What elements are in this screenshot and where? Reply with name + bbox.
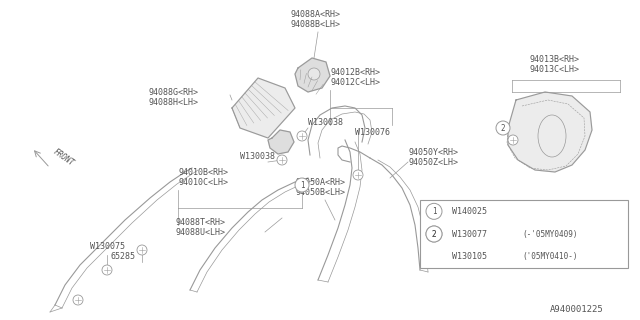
Bar (420, 200, 628, 268)
Polygon shape (295, 58, 330, 92)
Text: 65285: 65285 (110, 252, 135, 261)
Circle shape (353, 170, 363, 180)
Text: 2: 2 (432, 229, 436, 238)
Text: W130038: W130038 (240, 152, 275, 161)
Text: 1: 1 (432, 207, 436, 216)
Text: 94012B<RH>: 94012B<RH> (330, 68, 380, 77)
Circle shape (496, 121, 510, 135)
Text: 94088A<RH>: 94088A<RH> (290, 10, 340, 19)
Circle shape (426, 203, 442, 219)
Text: 94010B<RH>: 94010B<RH> (178, 168, 228, 177)
Text: W130075: W130075 (90, 242, 125, 251)
Text: 94050Z<LH>: 94050Z<LH> (408, 158, 458, 167)
Circle shape (508, 135, 518, 145)
Circle shape (102, 265, 112, 275)
Text: 94010C<LH>: 94010C<LH> (178, 178, 228, 187)
Text: 1: 1 (300, 180, 304, 189)
Text: 94088T<RH>: 94088T<RH> (175, 218, 225, 227)
Text: 94088H<LH>: 94088H<LH> (148, 98, 198, 107)
Text: 94050A<RH>: 94050A<RH> (295, 178, 345, 187)
Circle shape (277, 155, 287, 165)
Circle shape (137, 245, 147, 255)
Polygon shape (508, 92, 592, 172)
Text: 2: 2 (432, 229, 436, 238)
Text: W130105: W130105 (452, 252, 487, 261)
Circle shape (73, 295, 83, 305)
Text: (-'05MY0409): (-'05MY0409) (522, 229, 577, 238)
Circle shape (308, 68, 320, 80)
Text: ('05MY0410-): ('05MY0410-) (522, 252, 577, 261)
Text: 94088U<LH>: 94088U<LH> (175, 228, 225, 237)
Text: W140025: W140025 (452, 207, 487, 216)
Text: W130076: W130076 (355, 128, 390, 137)
Text: 94013C<LH>: 94013C<LH> (530, 65, 580, 74)
Polygon shape (268, 130, 294, 154)
Text: W130038: W130038 (308, 118, 343, 127)
Text: 94050B<LH>: 94050B<LH> (295, 188, 345, 197)
Circle shape (426, 226, 442, 242)
Circle shape (297, 131, 307, 141)
Text: 2: 2 (500, 124, 506, 132)
Text: 94013B<RH>: 94013B<RH> (530, 55, 580, 64)
Circle shape (295, 178, 309, 192)
Text: 94088G<RH>: 94088G<RH> (148, 88, 198, 97)
Text: FRONT: FRONT (52, 148, 76, 168)
Circle shape (426, 226, 442, 242)
Text: 94012C<LH>: 94012C<LH> (330, 78, 380, 87)
Polygon shape (232, 78, 295, 138)
Text: 94088B<LH>: 94088B<LH> (290, 20, 340, 29)
Text: 94050Y<RH>: 94050Y<RH> (408, 148, 458, 157)
Text: W130077: W130077 (452, 229, 487, 238)
Text: A940001225: A940001225 (550, 305, 604, 314)
